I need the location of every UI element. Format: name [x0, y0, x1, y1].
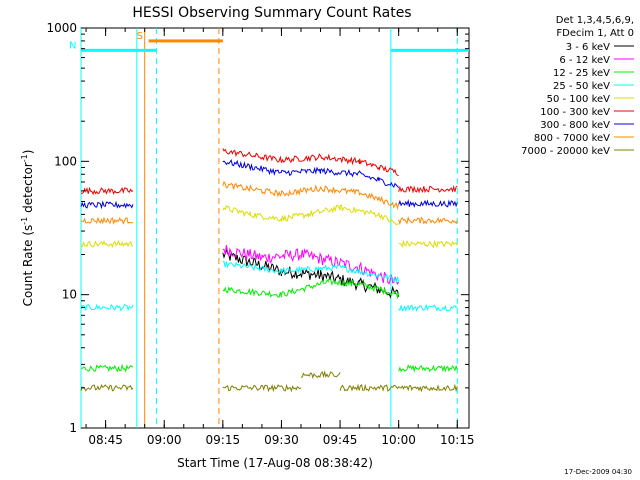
- legend: Det 1,3,4,5,6,9, FDecim 1, Att 0 3 - 6 k…: [521, 15, 634, 157]
- series-line: [222, 278, 400, 300]
- series-line: [80, 200, 134, 210]
- flag-bar: [148, 39, 223, 43]
- y-tick-label: 1000: [46, 21, 77, 35]
- y-label-part: Count Rate (s: [21, 225, 35, 307]
- series-line: [398, 184, 458, 194]
- legend-entry-label: 25 - 50 keV: [553, 81, 610, 92]
- legend-entry-label: 100 - 300 keV: [540, 107, 610, 118]
- series-line: [222, 180, 400, 210]
- series-line: [339, 383, 458, 393]
- series-line: [80, 384, 134, 392]
- legend-entry-label: 300 - 800 keV: [540, 120, 610, 131]
- series-line: [398, 364, 458, 373]
- series-line: [222, 245, 400, 286]
- series-line: [398, 303, 458, 312]
- y-label-sup: -1: [20, 154, 29, 162]
- series-line: [398, 216, 458, 226]
- series-line: [222, 158, 400, 189]
- flag-bars: SN: [69, 31, 469, 52]
- y-label-sup: -1: [20, 217, 29, 225]
- y-axis-label: Count Rate (s-1 detector-1): [20, 150, 35, 307]
- series-line: [222, 260, 400, 284]
- series-line: [222, 148, 399, 176]
- flag-bar: [81, 48, 157, 52]
- x-tick-label: 08:45: [88, 433, 123, 447]
- series-line: [80, 363, 133, 373]
- x-axis-label: Start Time (17-Aug-08 08:38:42): [177, 456, 373, 470]
- legend-entry-label: 3 - 6 keV: [566, 42, 610, 53]
- legend-entry-label: 12 - 25 keV: [553, 68, 610, 79]
- data-series: [80, 148, 458, 393]
- x-tick-label: 09:00: [147, 433, 182, 447]
- footer-date: 17-Dec-2009 04:30: [564, 468, 632, 476]
- y-tick-label: 1: [69, 421, 77, 435]
- series-line: [80, 239, 134, 249]
- y-label-part: detector: [21, 162, 35, 217]
- y-tick-label: 10: [62, 288, 77, 302]
- x-tick-label: 09:45: [323, 433, 358, 447]
- series-line: [398, 198, 458, 208]
- flag-bar-label: N: [69, 40, 76, 51]
- flag-bar-label: S: [137, 31, 143, 42]
- plot-frame: [80, 27, 470, 429]
- series-line: [80, 186, 134, 196]
- axes: 08:45 09:00 09:15 09:30 09:45 10:00 10:15 1 10 10…: [46, 21, 474, 447]
- x-tick-label: 09:30: [264, 433, 299, 447]
- series-line: [398, 239, 458, 249]
- legend-entry-label: 7000 - 20000 keV: [521, 146, 610, 157]
- y-label-part: ): [21, 150, 35, 155]
- legend-entry-label: 800 - 7000 keV: [534, 133, 610, 144]
- series-line: [222, 247, 400, 299]
- y-tick-label: 100: [54, 154, 77, 168]
- flag-bar: [390, 48, 469, 52]
- series-line: [300, 370, 341, 380]
- legend-entry-label: 50 - 100 keV: [547, 94, 611, 105]
- series-line: [222, 383, 302, 393]
- chart-title: HESSI Observing Summary Count Rates: [132, 5, 411, 21]
- x-tick-label: 10:00: [381, 433, 416, 447]
- legend-entry-label: 6 - 12 keV: [559, 55, 610, 66]
- x-tick-label: 10:15: [440, 433, 475, 447]
- series-line: [80, 216, 133, 226]
- x-tick-label: 09:15: [206, 433, 241, 447]
- interval-markers: [80, 28, 458, 428]
- series-line: [222, 204, 399, 226]
- series-line: [80, 303, 134, 312]
- plot-area: [80, 27, 470, 429]
- legend-header: FDecim 1, Att 0: [556, 28, 634, 39]
- legend-header: Det 1,3,4,5,6,9,: [556, 15, 634, 26]
